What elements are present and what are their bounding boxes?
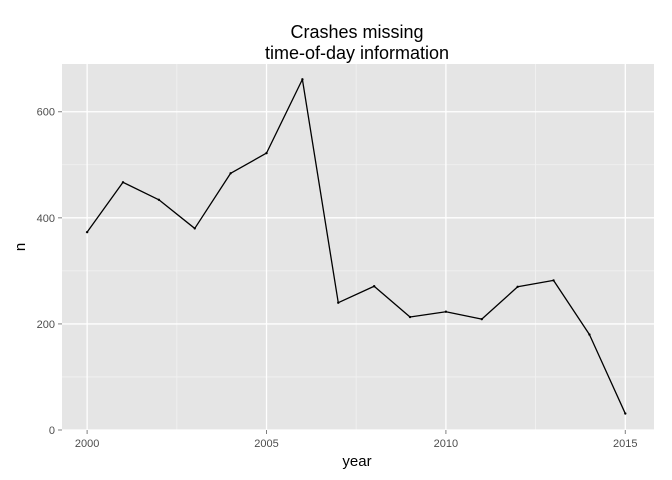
data-point [588,333,591,336]
data-point [193,227,196,230]
y-tick-label: 400 [37,213,55,225]
series-line [86,78,626,414]
y-axis-title: n [12,243,29,251]
data-point [408,315,412,319]
data-point [337,301,340,304]
data-point [480,317,483,321]
x-axis: 2000 2005 2010 2015 [75,430,638,450]
y-axis: 0 200 400 600 [37,107,62,437]
data-point [265,151,268,155]
x-tick-label: 2005 [254,438,278,450]
data-point [85,230,89,234]
y-tick-label: 600 [37,107,55,119]
data-point [157,198,161,201]
minor-gridlines [62,64,654,430]
chart-title-line-2: time-of-day information [265,43,449,63]
data-point [624,412,627,415]
x-tick-label: 2010 [434,438,458,450]
major-gridlines [62,64,654,431]
y-tick-label: 0 [49,425,55,437]
data-point [444,310,448,313]
data-point [121,181,125,184]
data-point [516,285,519,288]
x-tick-label: 2015 [613,438,637,450]
plot-panel [62,64,654,430]
y-tick-label: 200 [37,319,55,331]
data-points [85,78,627,415]
x-axis-title: year [342,453,371,470]
data-point [301,78,304,81]
series-layer [86,78,626,414]
data-point [372,285,376,288]
chart-title-line-1: Crashes missing [290,22,423,42]
x-tick-label: 2000 [75,438,99,450]
data-point [229,172,232,175]
data-point [552,279,555,282]
